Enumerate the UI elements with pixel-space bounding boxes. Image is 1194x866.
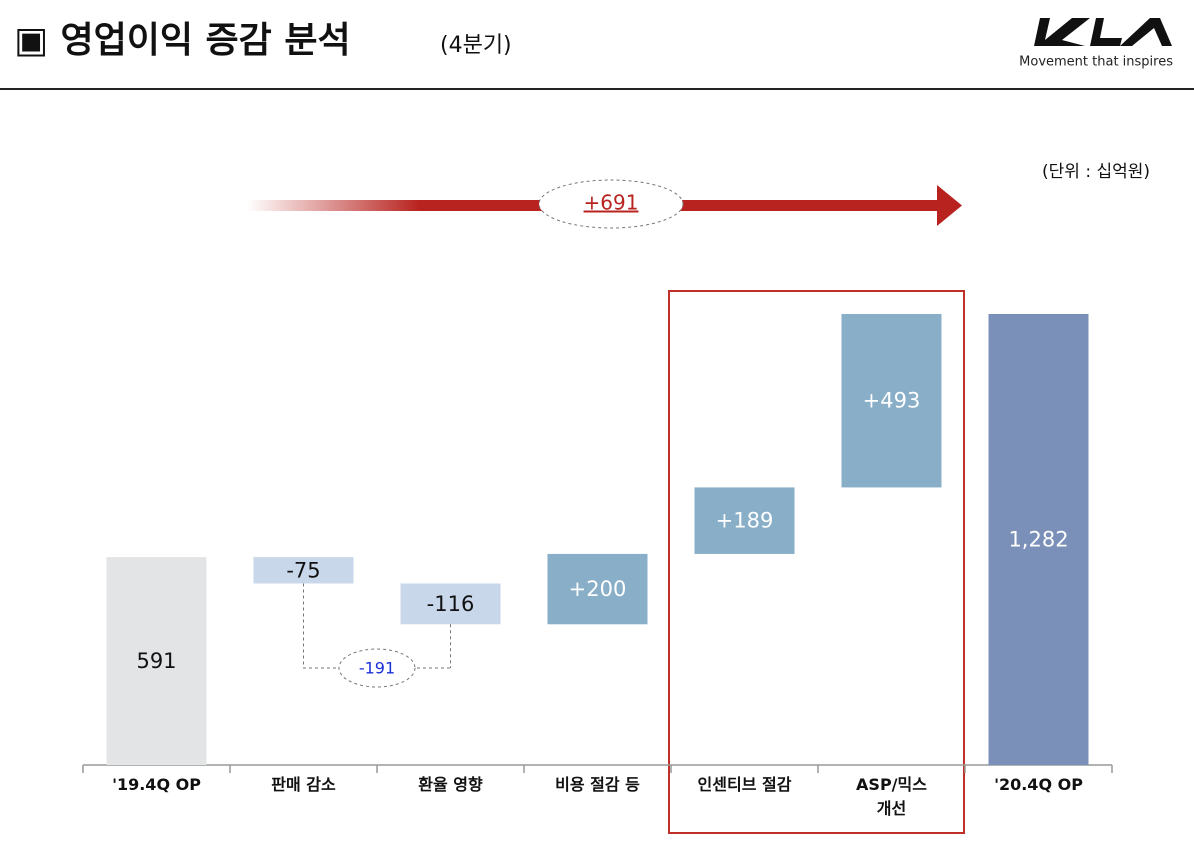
value-label: 591 (136, 649, 176, 673)
annotation-ellipse (538, 179, 684, 229)
sum-annotation: -191 (359, 659, 395, 678)
value-label: +189 (716, 509, 774, 533)
x-tick-label: 비용 절감 등 (555, 775, 640, 794)
value-label: +493 (863, 389, 921, 413)
logo (1034, 18, 1172, 46)
x-tick-label: 환율 영향 (418, 775, 483, 794)
value-label: -75 (286, 558, 320, 582)
x-tick-label: ASP/믹스 개선 (856, 775, 927, 818)
bar (547, 553, 648, 625)
unit-label: (단위 : 십억원) (1042, 162, 1150, 182)
value-label: +200 (569, 577, 627, 601)
bar (841, 314, 942, 488)
total-change: +691 (584, 191, 639, 215)
value-label: -116 (427, 592, 475, 616)
bar (106, 557, 207, 765)
x-tick-label: '19.4Q OP (112, 775, 201, 794)
arrow-head (937, 185, 962, 226)
x-tick-label: '20.4Q OP (994, 775, 1083, 794)
x-tick-label: 판매 감소 (271, 775, 336, 794)
bar (253, 557, 354, 584)
value-label: 1,282 (1008, 528, 1068, 552)
subtitle: (4분기) (440, 33, 512, 58)
title: ▣ 영업이익 증감 분석 (14, 20, 351, 61)
bar (694, 487, 795, 554)
highlight-box (668, 290, 965, 834)
x-tick-label: 인센티브 절감 (697, 775, 792, 794)
bar (988, 314, 1089, 765)
logo-tagline: Movement that inspires (1019, 55, 1173, 70)
bar (400, 583, 501, 625)
annotation-ellipse (338, 648, 416, 688)
